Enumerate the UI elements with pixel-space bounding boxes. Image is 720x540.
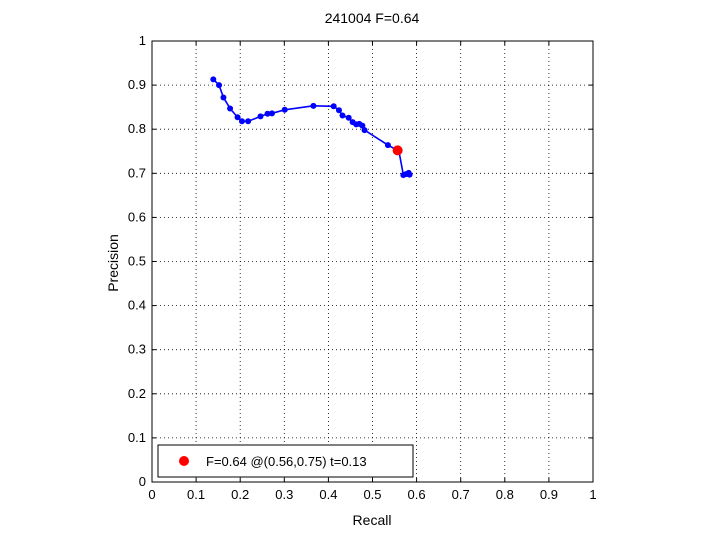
pr-curve-point [310,102,317,109]
x-axis-label: Recall [353,512,392,528]
pr-curve-point [234,114,241,121]
y-tick-label: 0.4 [128,298,146,313]
best-f-point [392,145,403,156]
y-tick-label: 0.1 [128,430,146,445]
grid-lines [152,41,593,482]
x-tick-label: 0.8 [496,487,514,502]
pr-curve-point [220,94,227,101]
pr-curve-point [210,76,217,83]
legend-marker [179,456,189,466]
x-tick-label: 0.3 [275,487,293,502]
y-tick-label: 1 [139,33,146,48]
pr-curve-point [238,118,245,125]
x-tick-label: 0.5 [363,487,381,502]
x-tick-label: 0.2 [231,487,249,502]
pr-curve-point [361,127,368,134]
y-tick-label: 0.5 [128,254,146,269]
legend-box [157,444,414,478]
pr-curve-point [345,114,352,121]
legend-label: F=0.64 @(0.56,0.75) t=0.13 [206,454,367,469]
legend: F=0.64 @(0.56,0.75) t=0.13 [157,444,414,478]
pr-curve-point [335,107,342,114]
pr-curve-point [339,112,346,119]
y-axis-label: Precision [105,234,121,292]
chart-title: 241004 F=0.64 [325,10,420,26]
axis-ticks: 0 0.1 0.2 0.3 0.4 0.5 0.6 0.7 0.8 0.9 1 0 0.1 0.2 0.3 0… [128,33,597,502]
y-tick-label: 0 [139,474,146,489]
x-tick-label: 0.9 [540,487,558,502]
pr-curve-point [330,103,337,110]
x-tick-label: 0 [148,487,155,502]
pr-curve-point [257,113,264,120]
x-tick-label: 0.4 [319,487,337,502]
x-tick-label: 0.7 [452,487,470,502]
pr-curve-point [281,106,288,113]
x-tick-label: 0.1 [187,487,205,502]
pr-curve-point [384,142,391,149]
y-tick-label: 0.8 [128,121,146,136]
pr-curve-point [245,118,252,125]
y-tick-label: 0.2 [128,386,146,401]
x-tick-label: 1 [589,487,596,502]
y-tick-label: 0.7 [128,165,146,180]
y-tick-label: 0.6 [128,209,146,224]
data-series [210,76,413,179]
y-tick-label: 0.3 [128,342,146,357]
pr-curve-point [264,110,271,117]
pr-curve-point [268,110,275,117]
pr-curve-point [406,171,413,178]
pr-curve-point [227,105,234,112]
y-tick-label: 0.9 [128,77,146,92]
x-tick-label: 0.6 [408,487,426,502]
pr-curve-point [216,82,223,89]
